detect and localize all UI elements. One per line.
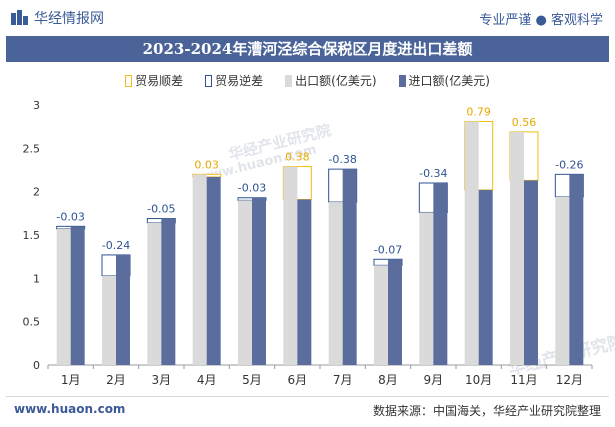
balance-label: 0.03: [194, 158, 219, 171]
x-tick-label: 8月: [378, 373, 398, 387]
y-tick-label: 1.5: [23, 229, 41, 242]
legend: 贸易顺差 贸易逆差 出口额(亿美元) 进口额(亿美元): [0, 72, 615, 89]
balance-label: -0.03: [238, 182, 266, 195]
export-bar: [464, 121, 479, 365]
title-bar: 2023-2024年漕河泾综合保税区月度进出口差额: [6, 36, 609, 62]
import-bar: [161, 218, 176, 365]
export-bar: [56, 228, 71, 365]
footer-site: www.huaon.com: [14, 402, 126, 416]
x-tick-label: 12月: [556, 373, 583, 387]
deficit-swatch: [205, 74, 213, 87]
export-swatch: [285, 74, 293, 87]
x-tick-label: 11月: [510, 373, 537, 387]
legend-label-export: 出口额(亿美元): [295, 74, 377, 88]
x-tick-label: 1月: [61, 373, 81, 387]
x-tick-label: 7月: [333, 373, 353, 387]
y-tick-label: 3: [33, 99, 40, 112]
import-swatch: [398, 74, 406, 87]
x-tick-label: 5月: [242, 373, 262, 387]
balance-label: -0.03: [56, 210, 84, 223]
export-bar: [374, 265, 388, 365]
legend-item-surplus: 贸易顺差: [125, 72, 183, 89]
export-bar: [419, 212, 434, 365]
y-tick-label: 1: [33, 272, 40, 285]
balance-label: 0.38: [285, 151, 310, 164]
import-bar: [478, 189, 493, 365]
x-tick-label: 9月: [424, 373, 444, 387]
import-bar: [206, 176, 221, 365]
export-bar: [238, 200, 252, 365]
brand: 华经情报网: [10, 8, 104, 28]
y-tick-label: 2: [33, 186, 40, 199]
legend-item-export: 出口额(亿美元): [285, 72, 377, 89]
export-bar: [102, 275, 116, 365]
x-tick-label: 10月: [465, 373, 492, 387]
legend-label-deficit: 贸易逆差: [215, 74, 264, 88]
balance-label: -0.24: [102, 239, 130, 252]
import-bar: [70, 226, 85, 365]
x-tick-label: 2月: [106, 373, 126, 387]
balance-label: -0.05: [147, 203, 175, 216]
export-bar: [192, 174, 207, 365]
chart-title: 2023-2024年漕河泾综合保税区月度进出口差额: [142, 40, 473, 58]
brand-name: 华经情报网: [34, 11, 104, 27]
bar-logo-icon: [10, 9, 28, 27]
balance-label: -0.38: [328, 153, 356, 166]
export-bar: [555, 196, 570, 365]
legend-label-surplus: 贸易顺差: [135, 74, 184, 88]
footer-source: 数据来源：中国海关，华经产业研究院整理: [372, 404, 601, 418]
balance-label: -0.07: [374, 243, 402, 256]
balance-label: 0.56: [512, 116, 537, 129]
tagline: 专业严谨 ● 客观科学: [479, 13, 603, 28]
import-bar: [116, 254, 130, 365]
export-bar: [147, 222, 162, 365]
footer-bar: www.huaon.com 数据来源：中国海关，华经产业研究院整理: [6, 396, 609, 422]
import-bar: [524, 180, 538, 365]
legend-item-import: 进口额(亿美元): [398, 72, 490, 89]
legend-item-deficit: 贸易逆差: [205, 72, 263, 89]
import-bar: [388, 259, 402, 365]
chart-plot: 华经产业研究院www.huaon.com华经产业研究院00.511.522.53…: [23, 99, 615, 387]
import-bar: [252, 197, 266, 365]
x-tick-label: 4月: [197, 373, 217, 387]
balance-label: -0.34: [419, 167, 447, 180]
export-bar: [328, 202, 343, 365]
import-bar: [297, 199, 312, 365]
export-bar: [283, 166, 298, 365]
legend-label-import: 进口额(亿美元): [408, 74, 490, 88]
import-bar: [433, 183, 448, 365]
top-bar: 华经情报网 专业严谨 ● 客观科学: [0, 0, 615, 36]
y-tick-label: 0.5: [23, 316, 41, 329]
y-tick-label: 0: [33, 359, 40, 372]
balance-label: -0.26: [555, 158, 583, 171]
x-tick-label: 6月: [288, 373, 308, 387]
y-tick-label: 2.5: [23, 142, 41, 155]
balance-label: 0.79: [466, 105, 491, 118]
x-tick-label: 3月: [152, 373, 172, 387]
export-bar: [510, 131, 524, 365]
import-bar: [569, 174, 584, 365]
surplus-swatch: [125, 74, 133, 87]
import-bar: [342, 169, 357, 365]
